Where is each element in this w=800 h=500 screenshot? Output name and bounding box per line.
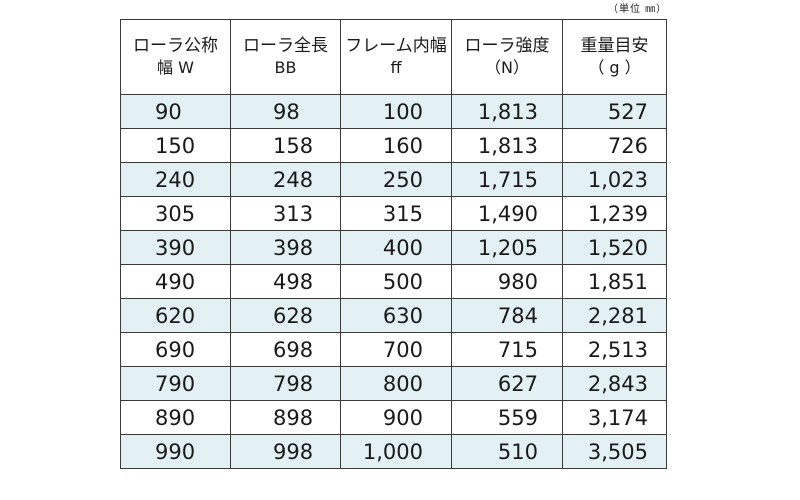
table-row: 150 158 160 1,813 726 (120, 128, 667, 163)
header-nominal-width: ローラ公称 幅 W (120, 19, 231, 95)
cell-roller-strength: 1,813 (451, 94, 563, 129)
cell-nominal-width: 150 (120, 128, 231, 163)
cell-roller-length: 998 (230, 434, 341, 469)
header-weight-line1: 重量目安 (580, 36, 649, 57)
header-roller-length-line1: ローラ全長 (243, 36, 328, 57)
table-row: 620 628 630 784 2,281 (120, 298, 667, 333)
cell-frame-inner-width: 500 (340, 264, 452, 299)
cell-roller-length: 898 (230, 400, 341, 435)
cell-nominal-width: 90 (120, 94, 231, 129)
cell-frame-inner-width: 315 (340, 196, 452, 231)
cell-roller-length: 498 (230, 264, 341, 299)
cell-weight: 3,505 (562, 434, 667, 469)
cell-roller-strength: 980 (451, 264, 563, 299)
cell-frame-inner-width: 800 (340, 366, 452, 401)
cell-nominal-width: 990 (120, 434, 231, 469)
cell-weight: 1,851 (562, 264, 667, 299)
cell-roller-strength: 1,205 (451, 230, 563, 265)
cell-weight: 2,281 (562, 298, 667, 333)
unit-note: （単位 ㎜） (608, 4, 668, 15)
cell-roller-length: 798 (230, 366, 341, 401)
cell-weight: 1,023 (562, 162, 667, 197)
cell-nominal-width: 390 (120, 230, 231, 265)
cell-weight: 1,520 (562, 230, 667, 265)
header-weight-line2: （ g ） (588, 57, 641, 77)
table-row: 390 398 400 1,205 1,520 (120, 230, 667, 265)
cell-weight: 2,513 (562, 332, 667, 367)
cell-nominal-width: 305 (120, 196, 231, 231)
cell-roller-length: 158 (230, 128, 341, 163)
roller-spec-table: ローラ公称 幅 W ローラ全長 BB フレーム内幅 ff ローラ強度 （N） 重… (120, 19, 667, 469)
cell-nominal-width: 890 (120, 400, 231, 435)
header-roller-length-line2: BB (274, 57, 297, 77)
cell-nominal-width: 790 (120, 366, 231, 401)
header-row: ローラ公称 幅 W ローラ全長 BB フレーム内幅 ff ローラ強度 （N） 重… (120, 19, 667, 95)
table-row: 690 698 700 715 2,513 (120, 332, 667, 367)
cell-frame-inner-width: 400 (340, 230, 452, 265)
cell-weight: 1,239 (562, 196, 667, 231)
cell-frame-inner-width: 1,000 (340, 434, 452, 469)
cell-frame-inner-width: 630 (340, 298, 452, 333)
header-frame-inner-width-line1: フレーム内幅 (345, 36, 447, 57)
table-row: 790 798 800 627 2,843 (120, 366, 667, 401)
table-row: 90 98 100 1,813 527 (120, 94, 667, 129)
cell-frame-inner-width: 700 (340, 332, 452, 367)
header-nominal-width-line1: ローラ公称 (133, 36, 218, 57)
cell-nominal-width: 240 (120, 162, 231, 197)
cell-nominal-width: 620 (120, 298, 231, 333)
cell-roller-strength: 784 (451, 298, 563, 333)
cell-nominal-width: 690 (120, 332, 231, 367)
cell-roller-length: 628 (230, 298, 341, 333)
header-nominal-width-line2: 幅 W (157, 57, 194, 77)
cell-nominal-width: 490 (120, 264, 231, 299)
header-roller-strength-line2: （N） (485, 57, 529, 77)
cell-roller-length: 398 (230, 230, 341, 265)
table-row: 990 998 1,000 510 3,505 (120, 434, 667, 469)
cell-roller-strength: 559 (451, 400, 563, 435)
cell-weight: 726 (562, 128, 667, 163)
header-roller-length: ローラ全長 BB (230, 19, 341, 95)
cell-weight: 2,843 (562, 366, 667, 401)
cell-roller-length: 313 (230, 196, 341, 231)
cell-roller-length: 248 (230, 162, 341, 197)
cell-roller-strength: 1,813 (451, 128, 563, 163)
header-frame-inner-width: フレーム内幅 ff (340, 19, 452, 95)
cell-roller-length: 698 (230, 332, 341, 367)
cell-roller-strength: 627 (451, 366, 563, 401)
header-roller-strength: ローラ強度 （N） (451, 19, 563, 95)
table-row: 490 498 500 980 1,851 (120, 264, 667, 299)
header-roller-strength-line1: ローラ強度 (464, 36, 550, 57)
table-row: 240 248 250 1,715 1,023 (120, 162, 667, 197)
cell-weight: 3,174 (562, 400, 667, 435)
cell-roller-strength: 510 (451, 434, 563, 469)
cell-roller-strength: 1,490 (451, 196, 563, 231)
cell-frame-inner-width: 100 (340, 94, 452, 129)
cell-roller-strength: 1,715 (451, 162, 563, 197)
header-weight: 重量目安 （ g ） (562, 19, 667, 95)
cell-roller-length: 98 (230, 94, 341, 129)
cell-frame-inner-width: 900 (340, 400, 452, 435)
header-frame-inner-width-line2: ff (390, 57, 402, 77)
table-row: 305 313 315 1,490 1,239 (120, 196, 667, 231)
cell-weight: 527 (562, 94, 667, 129)
cell-frame-inner-width: 250 (340, 162, 452, 197)
table-row: 890 898 900 559 3,174 (120, 400, 667, 435)
cell-roller-strength: 715 (451, 332, 563, 367)
cell-frame-inner-width: 160 (340, 128, 452, 163)
